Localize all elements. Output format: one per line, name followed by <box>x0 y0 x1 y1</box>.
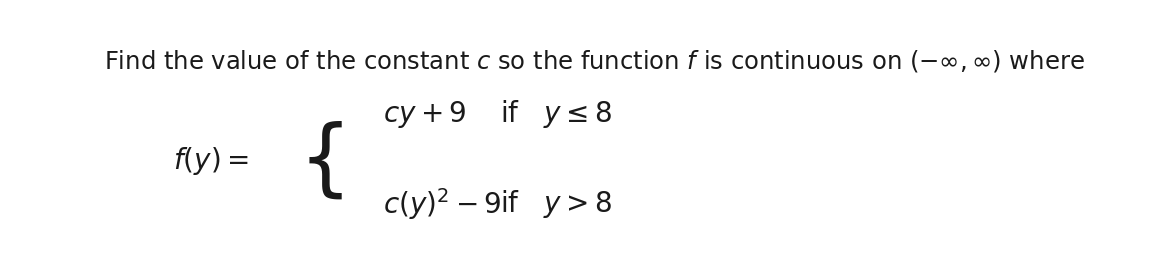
Text: if   $y \leq 8$: if $y \leq 8$ <box>500 98 612 130</box>
Text: if   $y > 8$: if $y > 8$ <box>500 188 612 220</box>
Text: $f(y) =$: $f(y) =$ <box>173 145 248 177</box>
Text: $\{$: $\{$ <box>298 120 342 202</box>
Text: $cy + 9$: $cy + 9$ <box>383 99 466 130</box>
Text: $c(y)^2 - 9$: $c(y)^2 - 9$ <box>383 186 502 222</box>
Text: Find the value of the constant $c$ so the function $f$ is continuous on $(-\inft: Find the value of the constant $c$ so th… <box>104 48 1085 74</box>
